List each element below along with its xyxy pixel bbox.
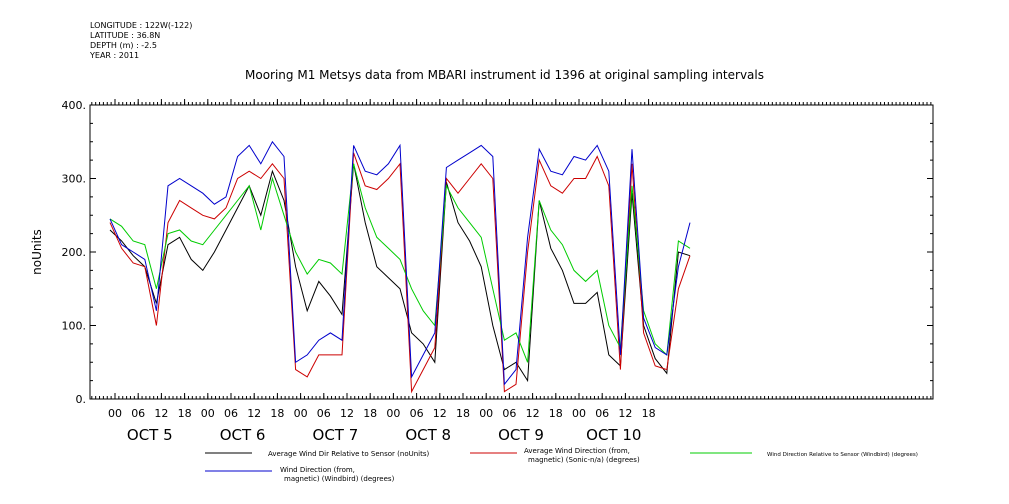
day-label: OCT 10 [586,426,641,444]
longitude-label: LONGITUDE : 122W(-122) [90,21,193,30]
series-line-4 [109,140,691,386]
day-label: OCT 6 [220,426,266,444]
day-label: OCT 9 [498,426,544,444]
legend-label-4b: magnetic) (Windbird) (degrees) [284,475,395,483]
legend-label-2a: Average Wind Direction (from, [524,447,630,455]
y-tick-label: 300. [62,173,87,186]
y-tick-label: 100. [62,320,87,333]
y-tick-label: 0. [76,393,87,406]
x-tick-label: 12 [247,407,261,420]
x-tick-label: 12 [526,407,540,420]
y-tick-label: 200. [62,246,87,259]
x-tick-label: 06 [224,407,238,420]
x-tick-label: 06 [317,407,331,420]
legend-label-1: Average Wind Dir Relative to Sensor (noU… [268,450,429,458]
legend-label-4a: Wind Direction (from, [280,466,355,474]
plot-frame [89,104,934,400]
x-tick-label: 12 [618,407,632,420]
x-tick-label: 12 [433,407,447,420]
x-tick-label: 00 [294,407,308,420]
legend-label-3: Wind Direction Relative to Sensor (Windb… [767,452,918,458]
day-label: OCT 7 [313,426,359,444]
x-tick-label: 06 [595,407,609,420]
series-line-3 [109,163,691,363]
y-axis-label: noUnits [30,229,44,275]
series-line-1 [109,163,691,383]
x-tick-label: 06 [410,407,424,420]
year-label: YEAR : 2011 [90,51,140,60]
x-tick-label: 18 [456,407,470,420]
x-tick-label: 06 [131,407,145,420]
x-tick-label: 00 [108,407,122,420]
x-tick-label: 00 [572,407,586,420]
day-label: OCT 8 [405,426,451,444]
x-tick-label: 18 [178,407,192,420]
x-tick-label: 12 [340,407,354,420]
series-layer [109,140,691,394]
y-tick-label: 400. [62,99,87,112]
chart-title: Mooring M1 Metsys data from MBARI instru… [245,68,764,82]
x-tick-label: 12 [154,407,168,420]
x-tick-label: 06 [502,407,516,420]
x-tick-label: 18 [270,407,284,420]
x-tick-label: 18 [549,407,563,420]
x-tick-label: 00 [201,407,215,420]
x-tick-label: 00 [386,407,400,420]
axes-layer: 0. 100. 200. 300. 400. 00 06 12 18 00 06 12 18 00 06 12… [62,99,933,444]
x-tick-label: 18 [642,407,656,420]
day-label: OCT 5 [127,426,173,444]
x-tick-label: 00 [479,407,493,420]
metadata-block: LONGITUDE : 122W(-122) LATITUDE : 36.8N … [90,21,192,61]
legend-label-2b: magnetic) (Sonic-n/a) (degrees) [528,456,640,464]
series-line-2 [109,152,691,394]
x-tick-label: 18 [363,407,377,420]
depth-label: DEPTH (m) : -2.5 [90,41,157,50]
legend: Average Wind Dir Relative to Sensor (noU… [205,447,918,483]
latitude-label: LATITUDE : 36.8N [90,31,161,40]
